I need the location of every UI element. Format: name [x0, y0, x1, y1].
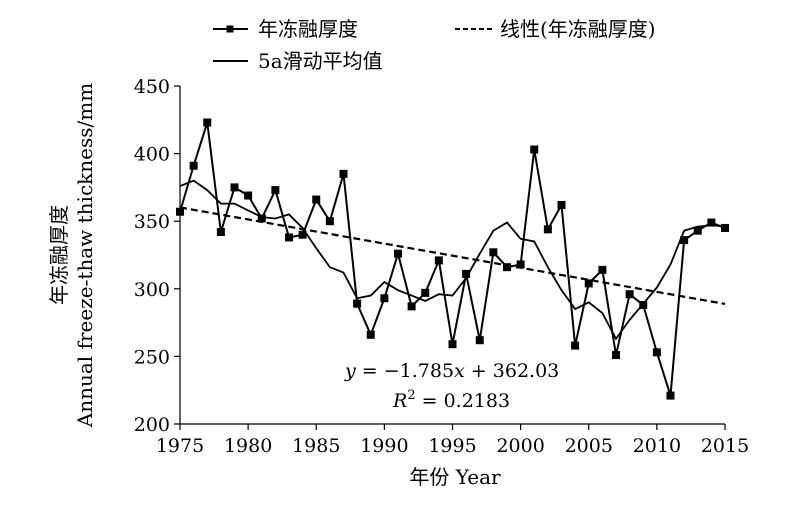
data-point [503, 263, 511, 272]
data-point [394, 249, 402, 258]
data-point [230, 183, 239, 192]
data-point [693, 226, 702, 235]
data-point [325, 217, 334, 226]
y-ticks: 200 250 300 350 400 450 [134, 76, 180, 436]
regression-equation-x: x [454, 360, 465, 382]
data-point [652, 348, 661, 357]
data-point [189, 161, 198, 170]
data-point [625, 290, 634, 299]
x-tick-label: 2005 [565, 435, 613, 457]
regression-equation-coef: = −1.785 [356, 360, 454, 382]
regression-equation-y: y [344, 360, 356, 382]
data-point [639, 301, 648, 310]
data-point [475, 336, 484, 345]
data-point [666, 391, 675, 400]
data-point [489, 248, 498, 257]
data-point [407, 302, 416, 311]
data-point [530, 145, 539, 154]
legend-moving-average-label: 5a滑动平均值 [258, 49, 383, 73]
y-tick-label: 350 [134, 211, 170, 233]
y-tick-label: 300 [134, 279, 170, 301]
data-point [680, 236, 689, 245]
data-point [462, 269, 471, 278]
data-point [298, 230, 307, 239]
legend-item-linear: 线性(年冻融厚度) [455, 17, 656, 41]
x-tick-label: 2015 [701, 435, 749, 457]
data-point [721, 223, 729, 232]
legend-item-moving-average: 5a滑动平均值 [213, 49, 383, 73]
x-tick-label: 1980 [224, 435, 272, 457]
data-point [312, 195, 321, 204]
data-point [434, 256, 443, 265]
x-tick-label: 2000 [496, 435, 544, 457]
series-observed-line [179, 122, 726, 396]
legend-item-observed: 年冻融厚度 [213, 17, 358, 41]
series-moving-average [179, 179, 726, 341]
data-point [176, 207, 184, 216]
y-tick-label: 400 [134, 144, 170, 166]
data-point [421, 288, 430, 297]
data-point [339, 169, 348, 178]
data-point [271, 186, 280, 195]
data-point [707, 218, 716, 227]
r-squared-r: R [392, 390, 407, 412]
legend-linear-label: 线性(年冻融厚度) [500, 17, 656, 41]
data-point [244, 191, 253, 200]
data-point [380, 294, 389, 303]
legend-observed-label: 年冻融厚度 [258, 17, 358, 41]
x-tick-label: 1995 [428, 435, 476, 457]
legend: 年冻融厚度 线性(年冻融厚度) 5a滑动平均值 [213, 17, 656, 73]
x-axis-title: 年份 Year [409, 465, 501, 489]
series-linear-trend [179, 206, 726, 306]
data-point [366, 330, 375, 339]
x-tick-label: 1975 [156, 435, 204, 457]
y-axis-title-zh: 年冻融厚度 [47, 205, 71, 305]
y-tick-label: 200 [134, 414, 170, 436]
data-point [516, 260, 525, 269]
data-point [571, 341, 580, 350]
data-point [448, 340, 457, 349]
legend-observed-marker [226, 25, 234, 33]
regression-equation-intercept: + 362.03 [465, 360, 559, 382]
data-point [557, 200, 566, 209]
r-squared: R2 = 0.2183 [392, 388, 510, 412]
x-tick-label: 1990 [360, 435, 408, 457]
regression-equation: y = −1.785x + 362.03 [344, 360, 559, 382]
data-point [612, 351, 620, 360]
data-point [285, 233, 293, 242]
r-squared-sup: 2 [407, 388, 415, 403]
x-tick-label: 1985 [292, 435, 340, 457]
y-tick-label: 450 [134, 76, 170, 98]
series-layer [176, 118, 729, 400]
y-axis-title-en: Annual freeze-thaw thickness/mm [73, 83, 97, 428]
data-point [598, 265, 607, 274]
data-point [216, 228, 225, 237]
data-point [584, 279, 593, 288]
data-point [203, 118, 212, 127]
data-point [353, 299, 362, 308]
y-tick-label: 250 [134, 346, 170, 368]
r-squared-value: = 0.2183 [416, 390, 510, 412]
x-ticks: 1975 1980 1985 1990 1995 2000 2005 2010 2015 [156, 424, 749, 457]
y-axis-title: 年冻融厚度 Annual freeze-thaw thickness/mm [47, 83, 97, 428]
x-tick-label: 2010 [633, 435, 681, 457]
data-point [257, 214, 266, 223]
data-point [543, 225, 552, 234]
